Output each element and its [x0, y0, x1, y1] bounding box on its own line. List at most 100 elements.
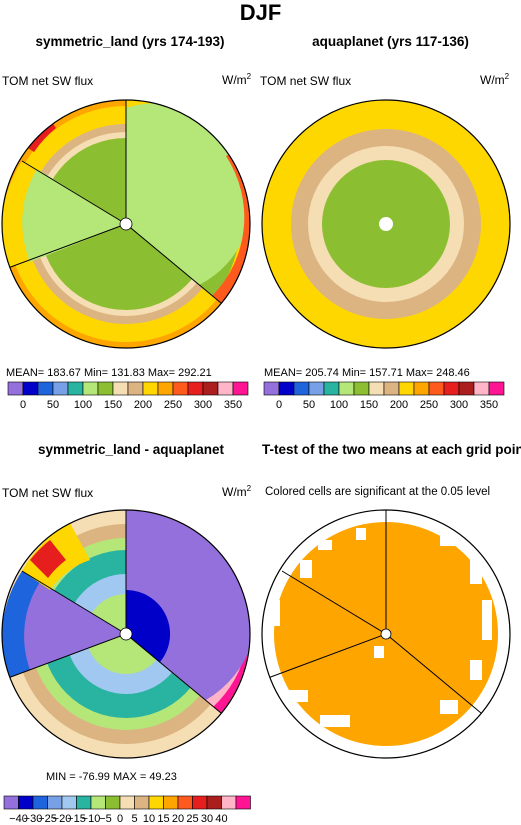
- panel3-map: [2, 510, 250, 758]
- cb3-tick-label: 20: [172, 813, 184, 825]
- panel2-map: [262, 100, 510, 348]
- cb2-swatch-3: [308, 381, 325, 396]
- cb1-tick-label: 0: [20, 399, 26, 411]
- cb2-tick-label: 50: [303, 399, 315, 411]
- panel3-colorbar: −40−30−25−20−15−10−5 0 5 10 15 20 25 30 40: [3, 795, 251, 825]
- panel2-field-label: TOM net SW flux: [260, 74, 352, 88]
- panel3-units: W/m2: [222, 484, 252, 499]
- cb1-swatch-11: [172, 381, 189, 396]
- p1-land-wedge-west-core: [22, 169, 127, 262]
- panel2-units: W/m2: [480, 72, 510, 87]
- cb2-swatch-0: [263, 381, 280, 396]
- cb2-swatch-2: [293, 381, 310, 396]
- panel4-title: T-test of the two means at each grid poi…: [262, 442, 521, 457]
- cb3-swatch-5: [76, 795, 92, 810]
- cb3-tick-label: 15: [157, 813, 169, 825]
- cb3-swatch-6: [90, 795, 106, 810]
- cb2-swatch-7: [368, 381, 385, 396]
- cb2-swatch-14: [473, 381, 490, 396]
- cb3-tick-label: −10: [82, 813, 101, 825]
- cb1-tick-label: 300: [194, 399, 212, 411]
- cb1-swatch-9: [142, 381, 159, 396]
- cb1-swatch-0: [7, 381, 24, 396]
- cb1-swatch-6: [97, 381, 114, 396]
- cb1-tick-label: 200: [134, 399, 152, 411]
- cb1-swatch-8: [127, 381, 144, 396]
- cb1-swatch-4: [67, 381, 84, 396]
- cb2-swatch-11: [428, 381, 445, 396]
- cb1-tick-label: 100: [74, 399, 92, 411]
- cb3-swatch-11: [163, 795, 179, 810]
- panel2-colorbar: 0 50 100 150 200 250 300 350: [263, 381, 505, 411]
- cb3-swatch-7: [105, 795, 121, 810]
- cb1-tick-label: 50: [47, 399, 59, 411]
- cb1-swatch-12: [187, 381, 204, 396]
- cb2-swatch-8: [383, 381, 400, 396]
- cb2-swatch-10: [413, 381, 430, 396]
- cb1-swatch-5: [82, 381, 99, 396]
- panel4-map: [262, 510, 510, 758]
- cb1-swatch-7: [112, 381, 129, 396]
- cb3-tick-label: 30: [201, 813, 213, 825]
- cb2-tick-label: 150: [360, 399, 378, 411]
- cb3-tick-label: −5: [99, 813, 112, 825]
- cb1-tick-label: 350: [224, 399, 242, 411]
- cb2-tick-label: 300: [450, 399, 468, 411]
- panel3-stats: MIN = -76.99 MAX = 49.23: [46, 771, 177, 783]
- panel1-title: symmetric_land (yrs 174-193): [35, 34, 225, 49]
- cb2-swatch-15: [488, 381, 505, 396]
- cb1-swatch-10: [157, 381, 174, 396]
- cb1-tick-label: 250: [164, 399, 182, 411]
- cb2-swatch-5: [338, 381, 355, 396]
- cb3-swatch-13: [192, 795, 208, 810]
- p3-wedge-east-navy: [126, 589, 171, 662]
- cb2-tick-label: 250: [420, 399, 438, 411]
- cb2-swatch-1: [278, 381, 295, 396]
- cb2-swatch-12: [443, 381, 460, 396]
- p1-land-wedge-east-core: [126, 103, 250, 285]
- cb3-swatch-1: [18, 795, 34, 810]
- p3-patch-nw-red: [30, 540, 66, 578]
- cb3-swatch-10: [148, 795, 164, 810]
- cb2-tick-label: 200: [390, 399, 408, 411]
- cb3-tick-label: −15: [67, 813, 86, 825]
- cb3-swatch-12: [177, 795, 193, 810]
- cb2-tick-label: 0: [276, 399, 282, 411]
- cb2-swatch-4: [323, 381, 340, 396]
- panel2-stats: MEAN= 205.74 Min= 157.71 Max= 248.46: [264, 367, 470, 379]
- cb3-tick-label: −40: [9, 813, 28, 825]
- panel1-stats: MEAN= 183.67 Min= 131.83 Max= 292.21: [6, 367, 212, 379]
- figure-title: DJF: [239, 0, 282, 25]
- cb3-tick-label: 5: [131, 813, 137, 825]
- panel3-title: symmetric_land - aquaplanet: [37, 442, 225, 457]
- cb1-swatch-14: [217, 381, 234, 396]
- cb2-swatch-6: [353, 381, 370, 396]
- cb1-swatch-3: [52, 381, 69, 396]
- cb3-swatch-8: [119, 795, 135, 810]
- cb3-swatch-15: [221, 795, 237, 810]
- cb3-tick-label: 25: [186, 813, 198, 825]
- cb3-tick-label: 0: [117, 813, 123, 825]
- p1-edge-redorange: [28, 122, 56, 152]
- cb1-swatch-13: [202, 381, 219, 396]
- panel1-colorbar: 0 50 100 150 200 250 300 350: [7, 381, 249, 411]
- cb2-tick-label: 350: [480, 399, 498, 411]
- cb3-tick-label: −30: [24, 813, 43, 825]
- cb3-swatch-0: [3, 795, 19, 810]
- cb2-tick-label: 100: [330, 399, 348, 411]
- cb3-tick-label: −25: [38, 813, 57, 825]
- panel1-field-label: TOM net SW flux: [2, 74, 94, 88]
- cb3-tick-label: 40: [215, 813, 227, 825]
- cb1-swatch-1: [22, 381, 39, 396]
- cb1-swatch-2: [37, 381, 54, 396]
- cb1-swatch-15: [232, 381, 249, 396]
- panel3-field-label: TOM net SW flux: [2, 486, 94, 500]
- cb3-tick-label: 10: [143, 813, 155, 825]
- p4-nonsignificant-cells: [270, 528, 492, 727]
- cb2-swatch-13: [458, 381, 475, 396]
- panel4-note: Colored cells are significant at the 0.0…: [265, 486, 491, 498]
- panel2-title: aquaplanet (yrs 117-136): [312, 34, 469, 49]
- cb3-swatch-9: [134, 795, 150, 810]
- panel1-units: W/m2: [222, 72, 252, 87]
- cb3-swatch-16: [235, 795, 251, 810]
